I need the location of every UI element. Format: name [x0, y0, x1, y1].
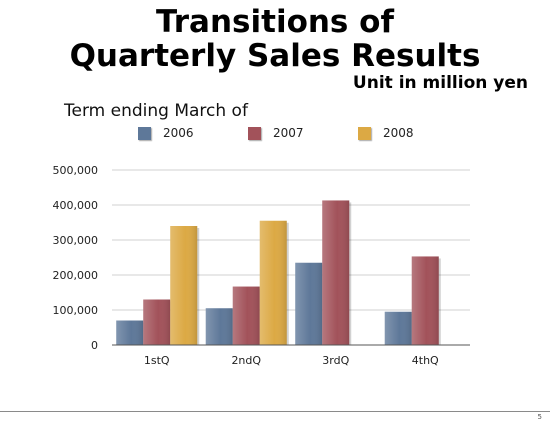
bar-highlight [143, 299, 171, 345]
page-number: 5 [537, 413, 542, 421]
legend-item-2006: 2006 [138, 124, 194, 142]
legend-label-2008: 2008 [383, 126, 414, 140]
bar-highlight [411, 256, 439, 345]
bar-highlight [384, 311, 412, 345]
bar-highlight [116, 320, 144, 345]
x-tick-label: 2ndQ [231, 354, 261, 367]
y-tick-label: 500,000 [53, 164, 99, 177]
bar-highlight [295, 262, 323, 345]
y-tick-label: 200,000 [53, 269, 99, 282]
y-tick-label: 0 [91, 339, 98, 352]
legend-title: Term ending March of [64, 101, 248, 121]
legend-label-2006: 2006 [163, 126, 194, 140]
y-tick-label: 300,000 [53, 234, 99, 247]
x-tick-label: 4thQ [412, 354, 439, 367]
legend-swatch-2006 [138, 126, 151, 140]
y-tick-label: 400,000 [53, 199, 99, 212]
legend-swatch-2008 [358, 126, 371, 140]
footer-divider [0, 411, 550, 412]
bar-highlight [259, 220, 287, 345]
bar-highlight [232, 286, 260, 345]
bar-chart: 0 100,000 200,000 300,000 400,000 500,000 1stQ… [53, 164, 470, 367]
legend-label-2007: 2007 [273, 126, 304, 140]
legend-swatch-2007 [248, 126, 261, 140]
slide-title-line-1: Transitions of [156, 4, 394, 40]
legend-item-2008: 2008 [358, 124, 414, 142]
unit-note: Unit in million yen [352, 73, 528, 93]
slide-title-line-2: Quarterly Sales Results [69, 38, 481, 74]
bar-highlight [322, 200, 350, 345]
y-tick-label: 100,000 [53, 304, 99, 317]
legend-item-2007: 2007 [248, 124, 304, 142]
x-tick-label: 3rdQ [322, 354, 349, 367]
bar-highlight [205, 308, 233, 345]
bar-highlight [170, 226, 198, 345]
x-tick-label: 1stQ [144, 354, 170, 367]
